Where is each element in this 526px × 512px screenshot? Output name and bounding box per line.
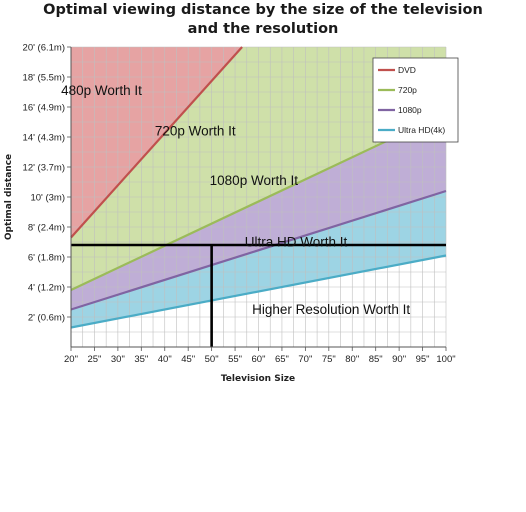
region-label: 480p Worth It xyxy=(61,83,142,98)
x-tick-label: 70" xyxy=(298,354,312,365)
legend-entry: DVD xyxy=(398,65,416,75)
x-tick-label: 80" xyxy=(345,354,359,365)
series-line-1080p xyxy=(70,189,447,311)
legend-box xyxy=(372,57,459,143)
y-axis-ticks: 2' (0.6m) 4' (1.2m) 6' (1.8m) 8' (2.4m) 10' … xyxy=(23,43,71,324)
series-line-720p xyxy=(70,112,447,291)
x-tick-label: 20" xyxy=(64,354,78,365)
legend: DVD 720p 1080p Ultra HD(4k) xyxy=(372,57,459,143)
x-tick-label: 75" xyxy=(322,354,336,365)
region-labels: 480p Worth It 720p Worth It 1080p Worth It… xyxy=(61,83,410,317)
y-axis-title: Optimal distance xyxy=(4,154,14,240)
chart-title-line-2: and the resolution xyxy=(187,21,339,37)
region-label: 1080p Worth It xyxy=(210,173,299,188)
x-tick-label: 35" xyxy=(134,354,148,365)
x-tick-label: 55" xyxy=(228,354,242,365)
series-line-dvd xyxy=(70,46,243,239)
legend-entry: 1080p xyxy=(398,105,422,115)
x-tick-label: 85" xyxy=(369,354,383,365)
y-tick-label: 14' (4.3m) xyxy=(23,133,65,144)
series-line-ultra-hd-4k- xyxy=(70,254,447,329)
series-lines xyxy=(70,46,447,329)
x-tick-label: 100" xyxy=(436,354,455,365)
x-tick-label: 90" xyxy=(392,354,406,365)
x-tick-label: 40" xyxy=(158,354,172,365)
legend-entry: 720p xyxy=(398,85,417,95)
y-tick-label: 2' (0.6m) xyxy=(28,313,65,324)
region-label: 720p Worth It xyxy=(155,124,236,139)
x-tick-label: 60" xyxy=(252,354,266,365)
x-tick-label: 25" xyxy=(87,354,101,365)
y-tick-label: 10' (3m) xyxy=(30,193,65,204)
y-tick-label: 8' (2.4m) xyxy=(28,223,65,234)
x-tick-label: 45" xyxy=(181,354,195,365)
x-tick-label: 95" xyxy=(416,354,430,365)
y-tick-label: 6' (1.8m) xyxy=(28,253,65,264)
region-label: Ultra HD Worth It xyxy=(245,235,348,250)
y-tick-label: 20' (6.1m) xyxy=(23,43,65,54)
region-label: Higher Resolution Worth It xyxy=(252,302,410,317)
x-tick-label: 30" xyxy=(111,354,125,365)
y-tick-label: 12' (3.7m) xyxy=(23,163,65,174)
x-axis-title: Television Size xyxy=(221,374,295,384)
x-tick-label: 65" xyxy=(275,354,289,365)
x-axis-ticks: 20" 25" 30" 35" 40" 45" 50" 55" 60" 65" 70" 75" 80" 8… xyxy=(64,347,456,365)
y-tick-label: 18' (5.5m) xyxy=(23,73,65,84)
reference-lines xyxy=(71,243,446,347)
chart-title-line-1: Optimal viewing distance by the size of … xyxy=(43,2,483,18)
y-tick-label: 4' (1.2m) xyxy=(28,283,65,294)
x-tick-label: 50" xyxy=(205,354,219,365)
y-tick-label: 16' (4.9m) xyxy=(23,103,65,114)
legend-entry: Ultra HD(4k) xyxy=(398,125,445,135)
chart-title: Optimal viewing distance by the size of … xyxy=(0,1,526,39)
